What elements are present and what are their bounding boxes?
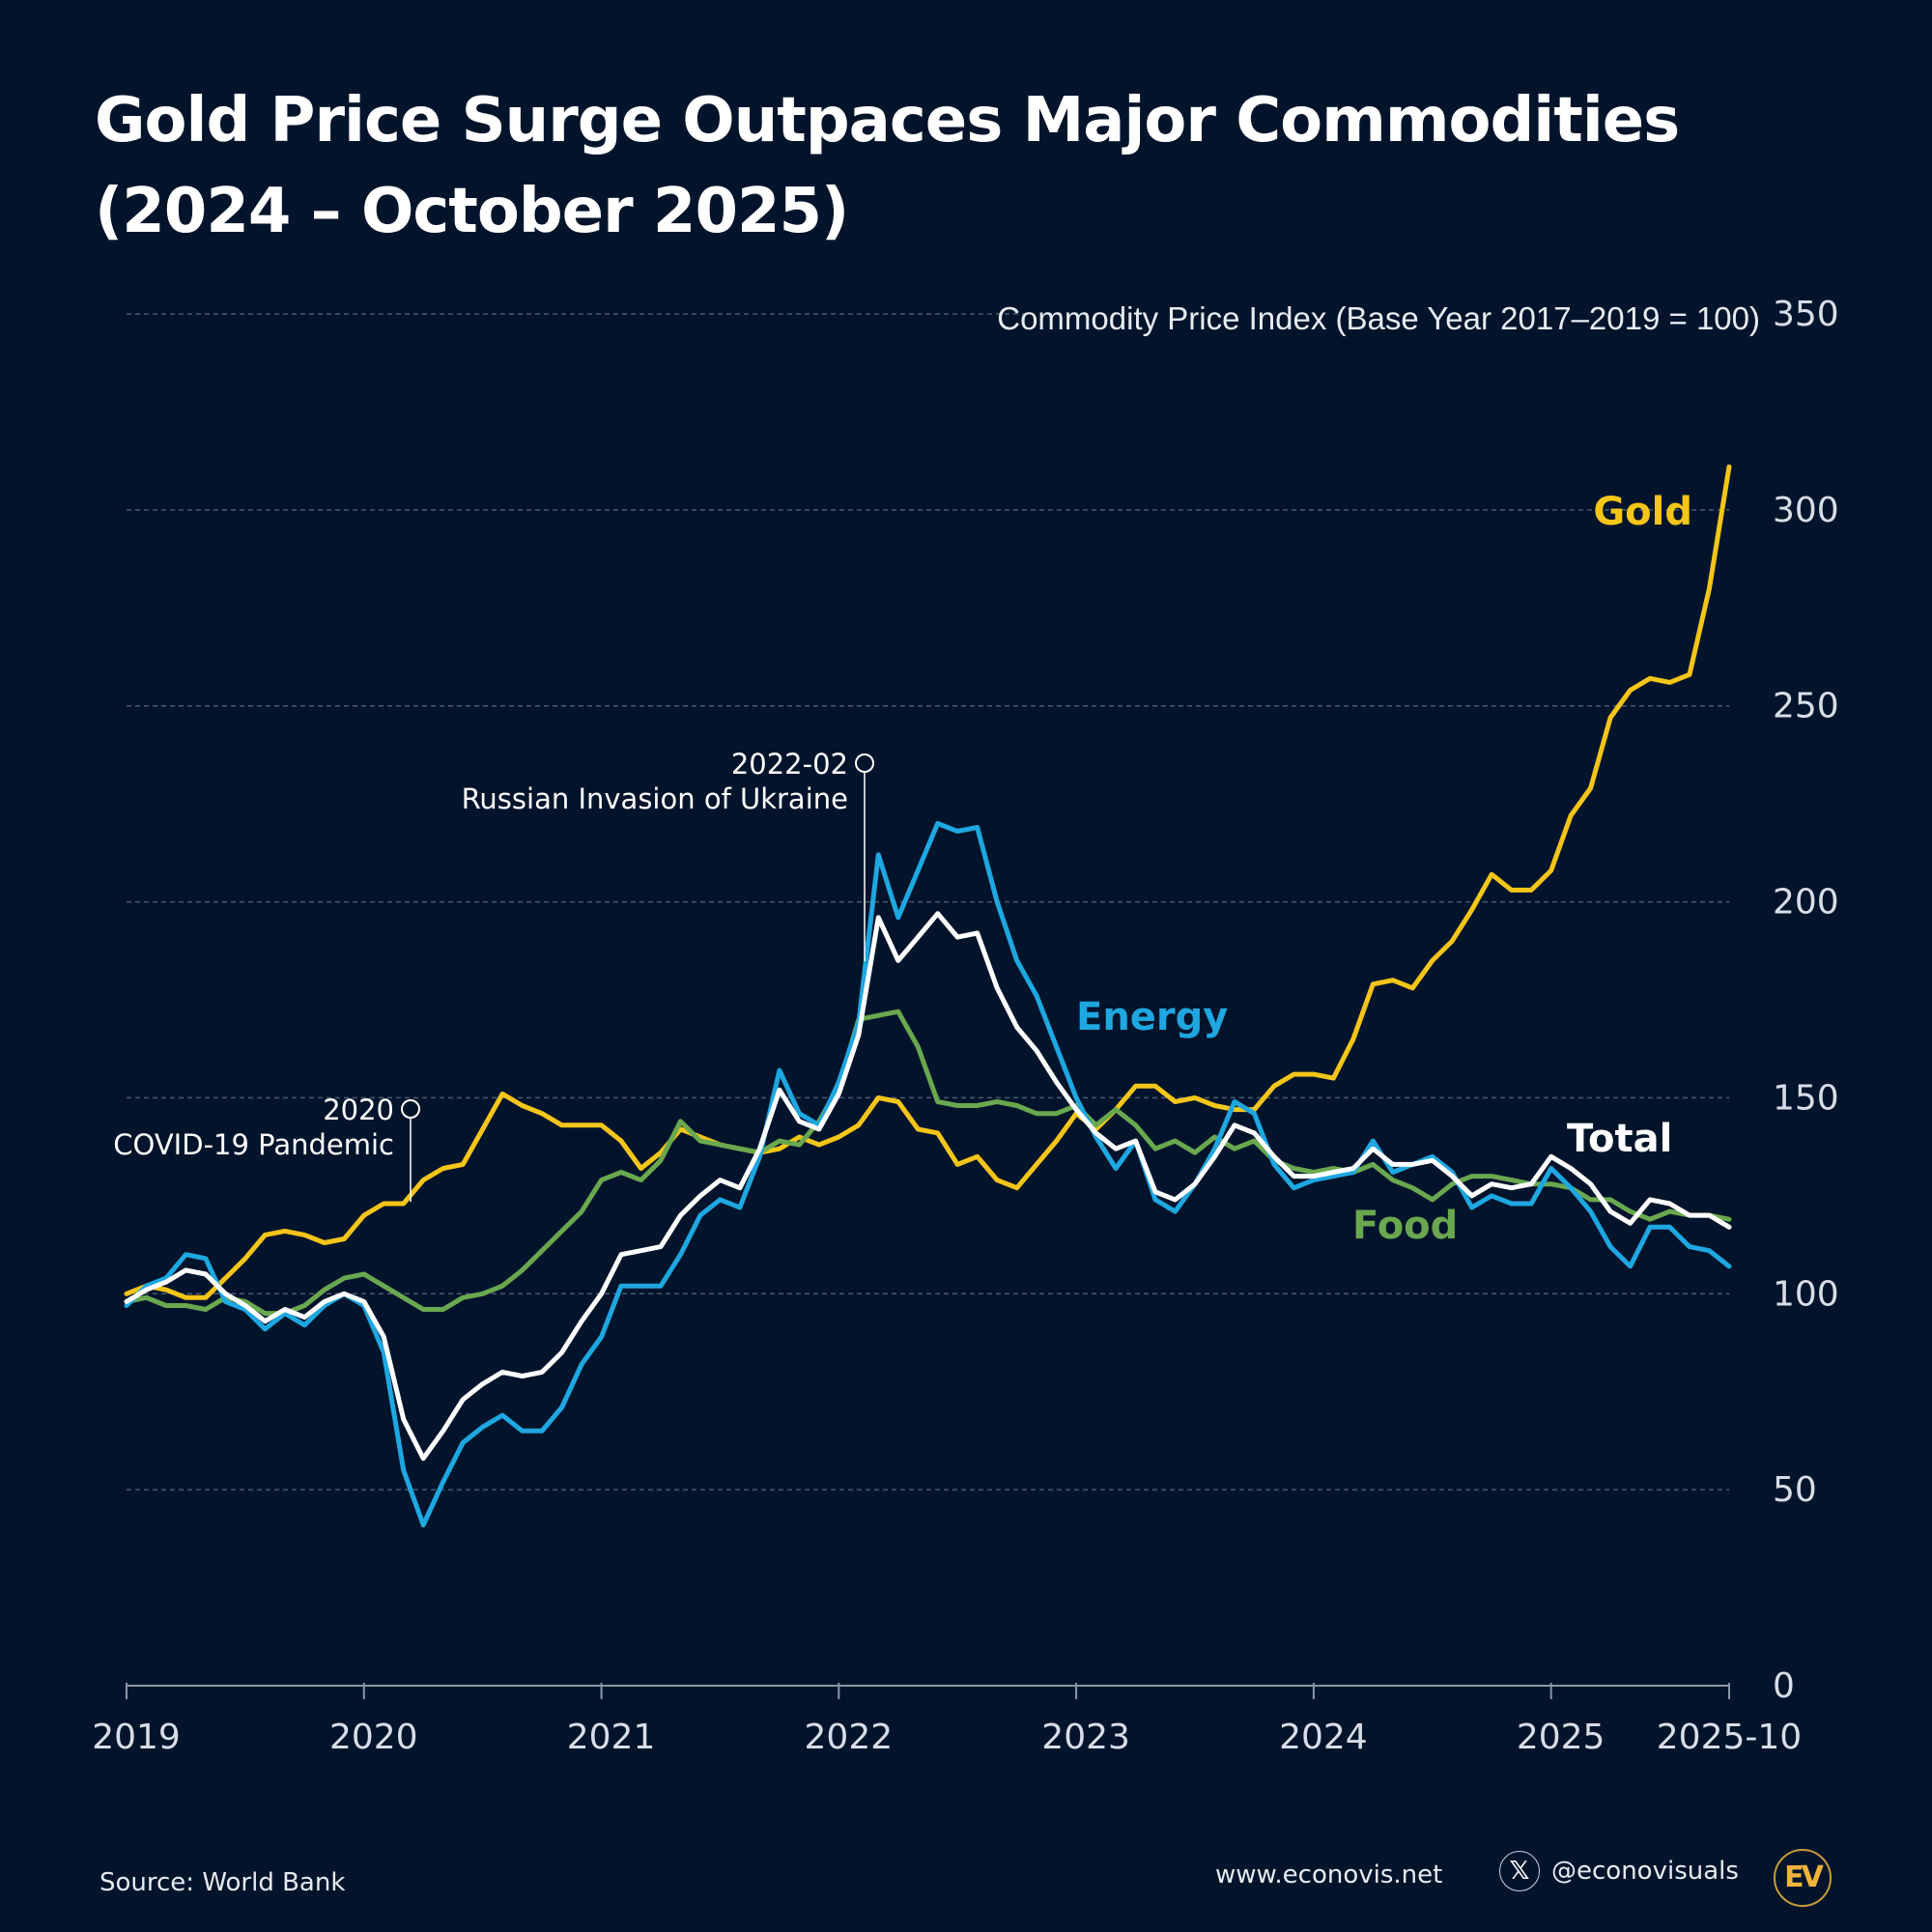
annotation-date: 2022-02	[731, 748, 848, 781]
y-tick-label: 200	[1773, 883, 1839, 923]
website-link[interactable]: www.econovis.net	[1215, 1861, 1443, 1889]
x-tick-label: 2023	[1041, 1718, 1130, 1757]
annotation-date: 2020	[323, 1094, 394, 1126]
x-tick-label: 2025	[1517, 1718, 1605, 1757]
series-line-gold	[124, 464, 1732, 1300]
x-logo-icon: 𝕏	[1499, 1851, 1540, 1891]
y-tick-label: 0	[1773, 1666, 1795, 1706]
x-tick-label: 2021	[567, 1718, 656, 1757]
series-line-total	[124, 911, 1732, 1462]
y-axis-label: Commodity Price Index (Base Year 2017–20…	[997, 300, 1760, 336]
annotation-text: Russian Invasion of Ukraine	[462, 782, 848, 815]
series-label-gold: Gold	[1593, 490, 1692, 534]
y-tick-label: 50	[1773, 1470, 1817, 1510]
y-tick-label: 100	[1773, 1274, 1839, 1314]
title-line-1: Gold Price Surge Outpaces Major Commodit…	[95, 85, 1680, 156]
econovis-logo: EV	[1774, 1849, 1832, 1907]
title-line-2: (2024 – October 2025)	[95, 176, 849, 247]
y-tick-label: 350	[1773, 295, 1839, 334]
x-tick-label: 2025-10	[1657, 1718, 1802, 1757]
series-line-food	[124, 1009, 1732, 1317]
series-label-food: Food	[1352, 1204, 1458, 1248]
x-tick-label: 2020	[329, 1718, 418, 1757]
x-tick-label: 2022	[805, 1718, 894, 1757]
social-handle[interactable]: @econovisuals	[1551, 1857, 1739, 1886]
y-tick-label: 150	[1773, 1078, 1839, 1118]
y-tick-label: 250	[1773, 687, 1839, 726]
series-line-energy	[124, 820, 1732, 1528]
series-label-energy: Energy	[1076, 995, 1228, 1039]
series-label-total: Total	[1567, 1117, 1672, 1161]
x-tick-label: 2024	[1279, 1718, 1368, 1757]
source-text: Source: World Bank	[99, 1868, 346, 1897]
annotation-marker	[855, 753, 874, 773]
y-tick-label: 300	[1773, 491, 1839, 530]
annotation-text: COVID-19 Pandemic	[113, 1128, 394, 1161]
x-tick-label: 2019	[92, 1718, 181, 1757]
chart-title: Gold Price Surge Outpaces Major Commodit…	[95, 75, 1680, 257]
annotation-marker	[401, 1099, 420, 1119]
